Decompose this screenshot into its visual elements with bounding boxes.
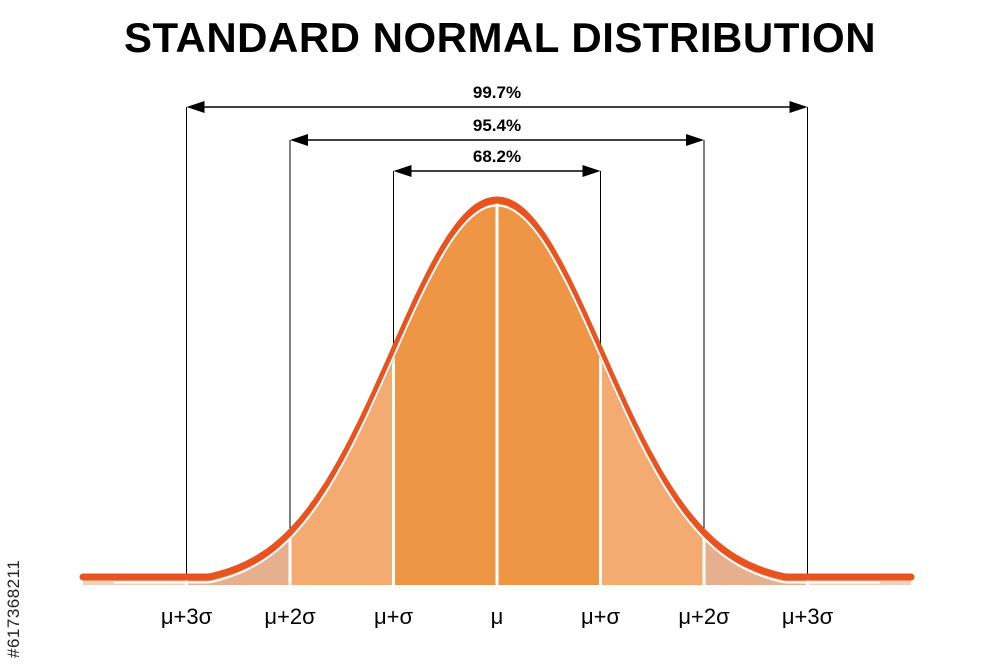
x-tick-label-4: μ+σ — [581, 604, 621, 629]
region-6 — [704, 532, 808, 585]
region-3 — [393, 200, 497, 585]
curve-layer — [79, 196, 915, 584]
x-tick-labels: μ+3σ μ+2σ μ+σ μ μ+σ μ+2σ μ+3σ — [161, 604, 834, 629]
curve-inner-highlight — [114, 204, 880, 584]
chart-title: STANDARD NORMAL DISTRIBUTION — [123, 14, 877, 61]
region-4 — [497, 200, 601, 585]
arrowhead-right-1 — [686, 134, 704, 146]
x-tick-label-3: μ — [491, 604, 504, 629]
region-1 — [186, 532, 290, 585]
arrowhead-left-0 — [186, 101, 205, 113]
region-dividers — [185, 200, 809, 585]
interval-label-2: 68.2% — [473, 147, 521, 166]
x-tick-label-6: μ+3σ — [782, 604, 834, 629]
arrowhead-right-0 — [789, 101, 808, 113]
arrowhead-left-2 — [393, 165, 412, 177]
interval-arrows: 99.7% 95.4% 68.2% — [186, 83, 808, 177]
stock-id-watermark: #617368211 — [4, 559, 23, 658]
x-tick-label-2: μ+σ — [374, 604, 414, 629]
arrowhead-right-2 — [582, 165, 601, 177]
interval-boundary-lines — [186, 107, 808, 577]
distribution-curve — [79, 196, 915, 581]
interval-label-1: 95.4% — [473, 116, 521, 135]
x-tick-label-0: μ+3σ — [161, 604, 213, 629]
x-tick-label-1: μ+2σ — [264, 604, 316, 629]
interval-label-0: 99.7% — [473, 83, 521, 102]
x-tick-label-5: μ+2σ — [678, 604, 730, 629]
arrowhead-left-1 — [290, 134, 308, 146]
